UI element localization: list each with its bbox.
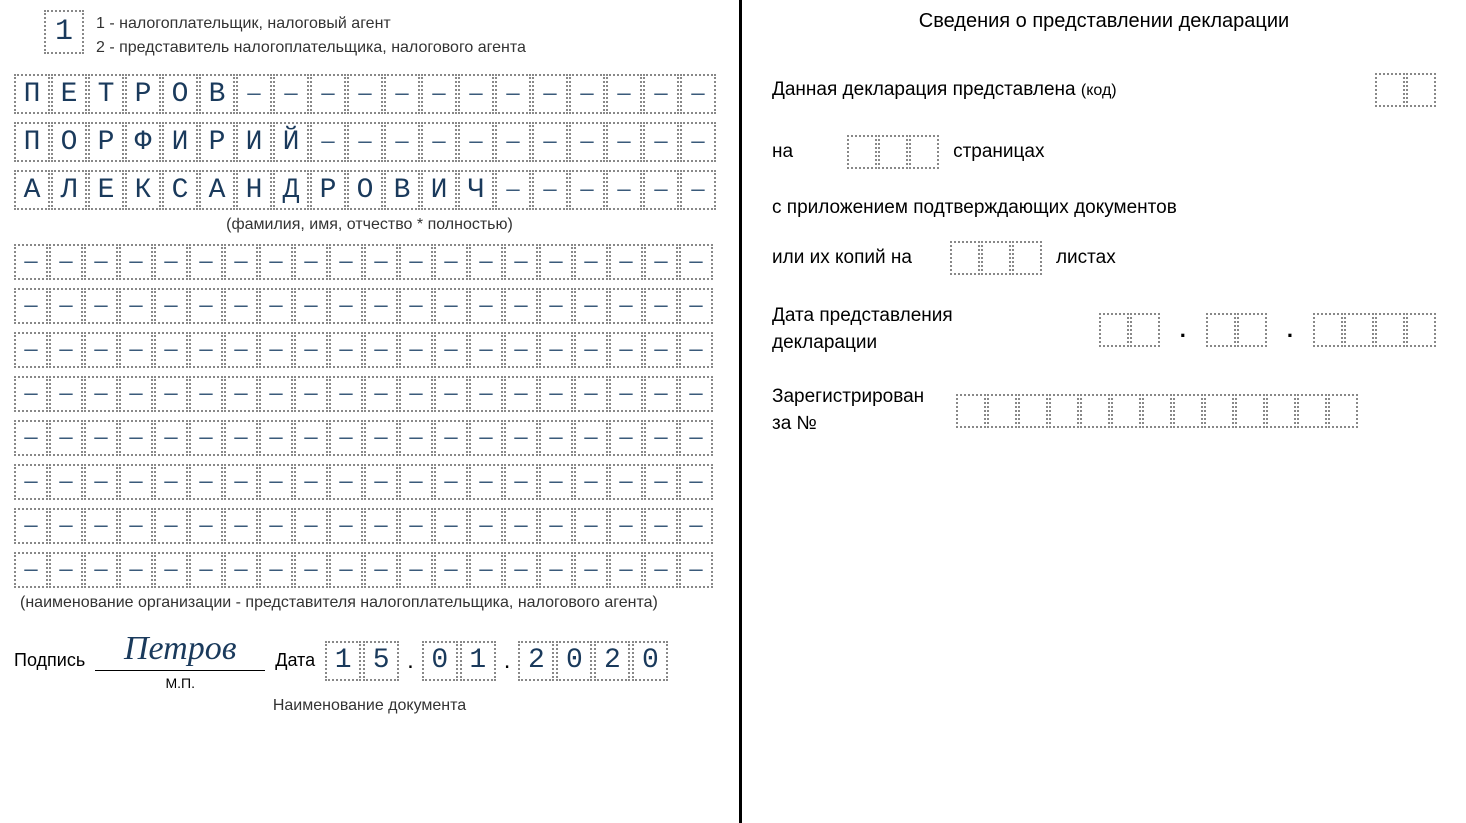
left-panel: 1 1 - налогоплательщик, налоговый агент …: [0, 0, 742, 823]
date-separator: .: [1281, 317, 1299, 343]
declaration-code-label: Данная декларация представлена (код): [772, 79, 1117, 101]
org-name-row[interactable]: ————————————————————: [14, 552, 725, 588]
taxpayer-type-section: 1 1 - налогоплательщик, налоговый агент …: [14, 10, 725, 60]
registration-number-row: Зарегистрирован за №: [772, 384, 1436, 437]
copies-cells[interactable]: [950, 241, 1042, 275]
surname-row[interactable]: ПЕТРОВ—————————————: [14, 74, 725, 114]
document-name-label: Наименование документа: [14, 697, 725, 715]
copies-suffix: листах: [1056, 247, 1116, 269]
pages-suffix: страницах: [953, 141, 1044, 163]
name-caption: (фамилия, имя, отчество * полностью): [14, 216, 725, 234]
copies-row: или их копий на листах: [772, 241, 1436, 275]
attachments-text: с приложением подтверждающих документов: [772, 197, 1436, 219]
registration-number-label: Зарегистрирован за №: [772, 384, 942, 437]
submission-date-mm[interactable]: [1206, 313, 1267, 347]
legend-line-2: 2 - представитель налогоплательщика, нал…: [96, 36, 526, 60]
signature-date[interactable]: 15.01.2020: [325, 641, 668, 681]
copies-prefix: или их копий на: [772, 247, 912, 269]
taxpayer-type-legend: 1 - налогоплательщик, налоговый агент 2 …: [96, 10, 526, 60]
signature-row: Подпись Петров М.П. Дата 15.01.2020: [14, 630, 725, 691]
signature-value[interactable]: Петров: [95, 630, 265, 671]
org-caption: (наименование организации - представител…: [14, 594, 725, 612]
org-name-row[interactable]: ————————————————————: [14, 288, 725, 324]
submission-date-yyyy[interactable]: [1313, 313, 1436, 347]
signature-label: Подпись: [14, 650, 85, 671]
declaration-code-row: Данная декларация представлена (код): [772, 73, 1436, 107]
submission-date-row: Дата представления декларации . .: [772, 303, 1436, 356]
org-name-row[interactable]: ————————————————————: [14, 464, 725, 500]
submission-info-title: Сведения о представлении декларации: [772, 10, 1436, 33]
organization-name-section: ———————————————————— ————————————————————…: [14, 244, 725, 588]
right-panel: Сведения о представлении декларации Данн…: [742, 0, 1466, 823]
pages-cells[interactable]: [847, 135, 939, 169]
date-separator: .: [1174, 317, 1192, 343]
first-name-row[interactable]: ПОРФИРИЙ———————————: [14, 122, 725, 162]
org-name-row[interactable]: ————————————————————: [14, 332, 725, 368]
registration-number-cells[interactable]: [956, 394, 1358, 428]
declaration-code-cells[interactable]: [1375, 73, 1436, 107]
mp-label: М.П.: [165, 675, 195, 691]
legend-line-1: 1 - налогоплательщик, налоговый агент: [96, 12, 526, 36]
pages-prefix: на: [772, 141, 793, 163]
date-label: Дата: [275, 650, 315, 671]
taxpayer-type-cell[interactable]: 1: [44, 10, 84, 54]
patronymic-row[interactable]: АЛЕКСАНДРОВИЧ——————: [14, 170, 725, 210]
org-name-row[interactable]: ————————————————————: [14, 376, 725, 412]
org-name-row[interactable]: ————————————————————: [14, 244, 725, 280]
signature-box: Петров М.П.: [95, 630, 265, 691]
submission-date-label: Дата представления декларации: [772, 303, 972, 356]
org-name-row[interactable]: ————————————————————: [14, 508, 725, 544]
pages-row: на страницах: [772, 135, 1436, 169]
org-name-row[interactable]: ————————————————————: [14, 420, 725, 456]
submission-date-dd[interactable]: [1099, 313, 1160, 347]
